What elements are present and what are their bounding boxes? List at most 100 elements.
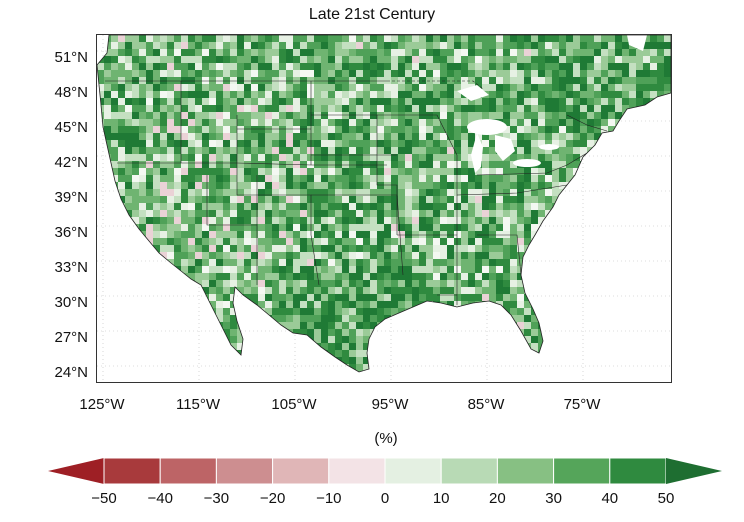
field-cell [419,133,427,141]
field-cell [559,301,567,309]
field-cell [111,42,119,50]
field-cell [356,126,364,134]
field-cell [307,49,315,57]
field-cell [419,259,427,267]
field-cell [608,154,616,162]
field-cell [356,140,364,148]
field-cell [657,42,665,50]
field-cell [538,140,546,148]
field-cell [167,189,175,197]
field-cell [587,336,595,344]
field-cell [412,182,420,190]
field-cell [230,357,238,365]
field-cell [615,266,623,274]
field-cell [97,175,105,183]
field-cell [587,301,595,309]
field-cell [454,203,462,211]
field-cell [314,168,322,176]
field-cell [643,196,651,204]
field-cell [272,357,280,365]
field-cell [216,266,224,274]
field-cell [440,84,448,92]
field-cell [594,35,602,43]
field-cell [447,322,455,330]
field-cell [510,77,518,85]
field-cell [153,238,161,246]
field-cell [153,315,161,323]
field-cell [552,112,560,120]
field-cell [125,161,133,169]
field-cell [181,161,189,169]
field-cell [580,196,588,204]
field-cell [223,112,231,120]
field-cell [664,119,671,127]
field-cell [503,91,511,99]
field-cell [454,273,462,281]
field-cell [405,126,413,134]
field-cell [258,42,266,50]
field-cell [482,70,490,78]
field-cell [419,315,427,323]
field-cell [202,84,210,92]
field-cell [517,210,525,218]
field-cell [391,175,399,183]
field-cell [216,98,224,106]
field-cell [272,119,280,127]
field-cell [538,357,546,365]
field-cell [139,161,147,169]
field-cell [342,119,350,127]
field-cell [580,343,588,351]
field-cell [153,350,161,358]
field-cell [636,378,644,382]
field-cell [286,287,294,295]
field-cell [475,266,483,274]
field-cell [601,140,609,148]
field-cell [97,168,105,176]
field-cell [342,91,350,99]
field-cell [454,189,462,197]
field-cell [545,245,553,253]
field-cell [160,238,168,246]
field-cell [363,49,371,57]
field-cell [111,70,119,78]
field-cell [258,112,266,120]
field-cell [517,350,525,358]
field-cell [566,70,574,78]
field-cell [370,301,378,309]
field-cell [566,84,574,92]
field-cell [650,119,658,127]
field-cell [608,329,616,337]
field-cell [216,357,224,365]
field-cell [503,112,511,120]
field-cell [111,231,119,239]
field-cell [335,280,343,288]
field-cell [398,35,406,43]
field-cell [643,238,651,246]
field-cell [328,154,336,162]
field-cell [419,105,427,113]
field-cell [391,364,399,372]
field-cell [503,315,511,323]
field-cell [272,63,280,71]
field-cell [97,378,105,382]
field-cell [545,252,553,260]
field-cell [272,294,280,302]
field-cell [664,350,671,358]
field-cell [356,336,364,344]
field-cell [104,210,112,218]
field-cell [552,119,560,127]
field-cell [664,308,671,316]
field-cell [258,343,266,351]
field-cell [363,364,371,372]
field-cell [426,224,434,232]
field-cell [104,308,112,316]
field-cell [454,133,462,141]
field-cell [265,189,273,197]
field-cell [202,238,210,246]
field-cell [335,140,343,148]
field-cell [538,168,546,176]
field-cell [482,182,490,190]
field-cell [412,273,420,281]
field-cell [538,273,546,281]
field-cell [657,126,665,134]
